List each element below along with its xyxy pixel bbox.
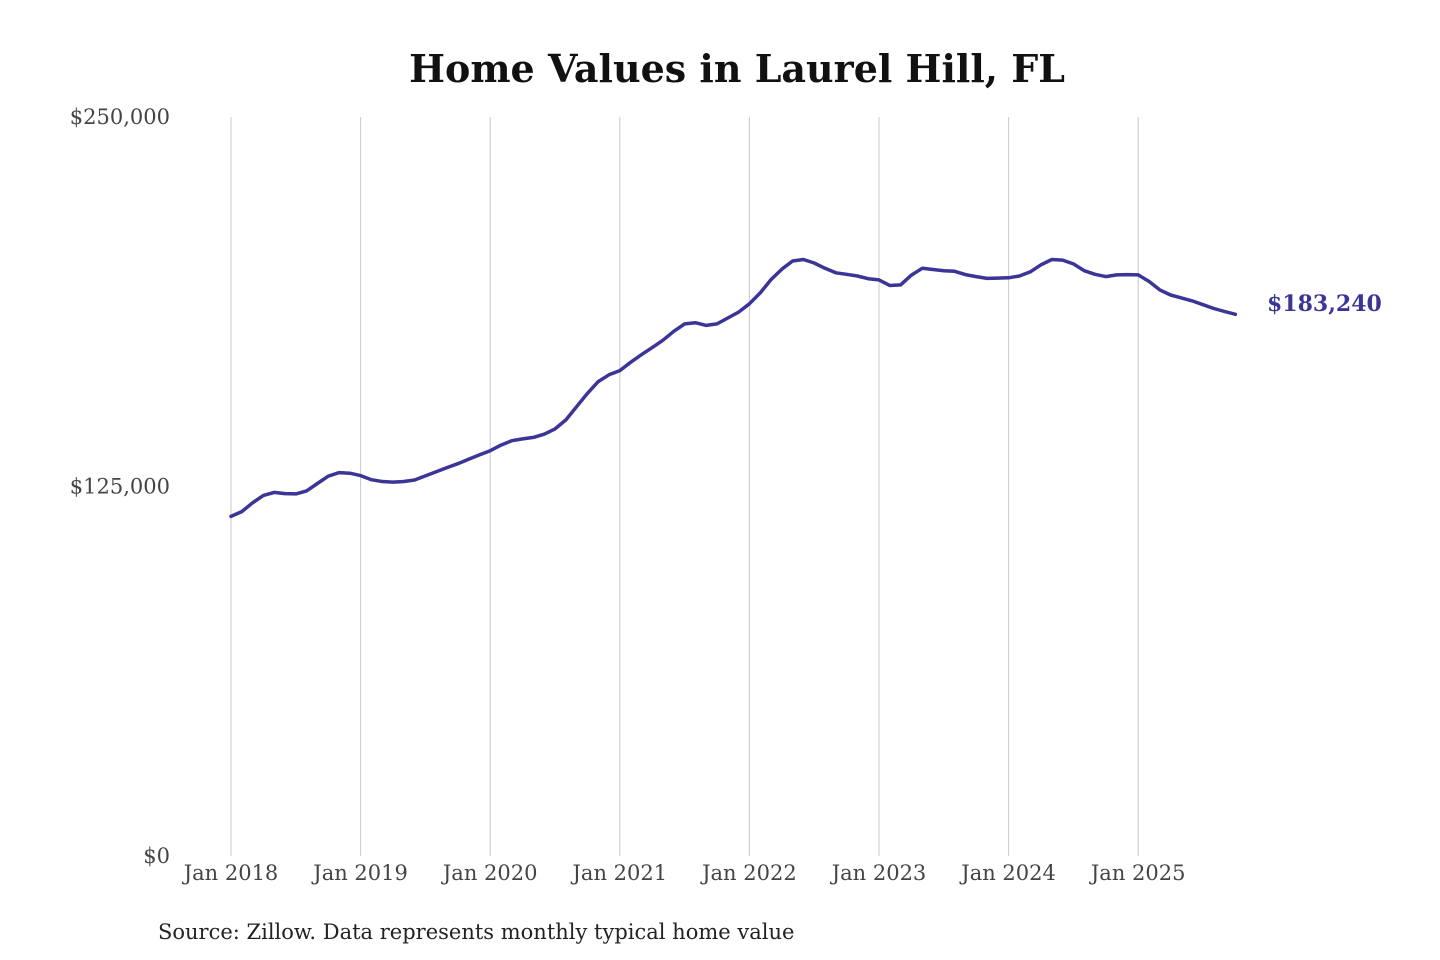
grid-lines: [230, 117, 1139, 856]
x-tick-label: Jan 2020: [441, 861, 538, 885]
y-tick-label: $0: [143, 844, 170, 868]
y-axis: $0 $125,000 $250,000: [70, 105, 170, 868]
x-tick-label: Jan 2023: [830, 861, 927, 885]
x-tick-label: Jan 2025: [1089, 861, 1186, 885]
y-tick-label: $125,000: [70, 475, 170, 499]
y-tick-label: $250,000: [70, 105, 170, 129]
source-note: Source: Zillow. Data represents monthly …: [158, 920, 794, 944]
x-tick-label: Jan 2024: [959, 861, 1056, 885]
x-tick-label: Jan 2018: [182, 861, 279, 885]
end-value-label: $183,240: [1267, 291, 1382, 317]
x-tick-label: Jan 2022: [700, 861, 797, 885]
series-line: [229, 257, 1238, 519]
chart-title: Home Values in Laurel Hill, FL: [409, 46, 1065, 91]
x-tick-label: Jan 2019: [311, 861, 408, 885]
x-axis: Jan 2018 Jan 2019 Jan 2020 Jan 2021 Jan 2022…: [182, 861, 1186, 885]
x-tick-label: Jan 2021: [571, 861, 668, 885]
